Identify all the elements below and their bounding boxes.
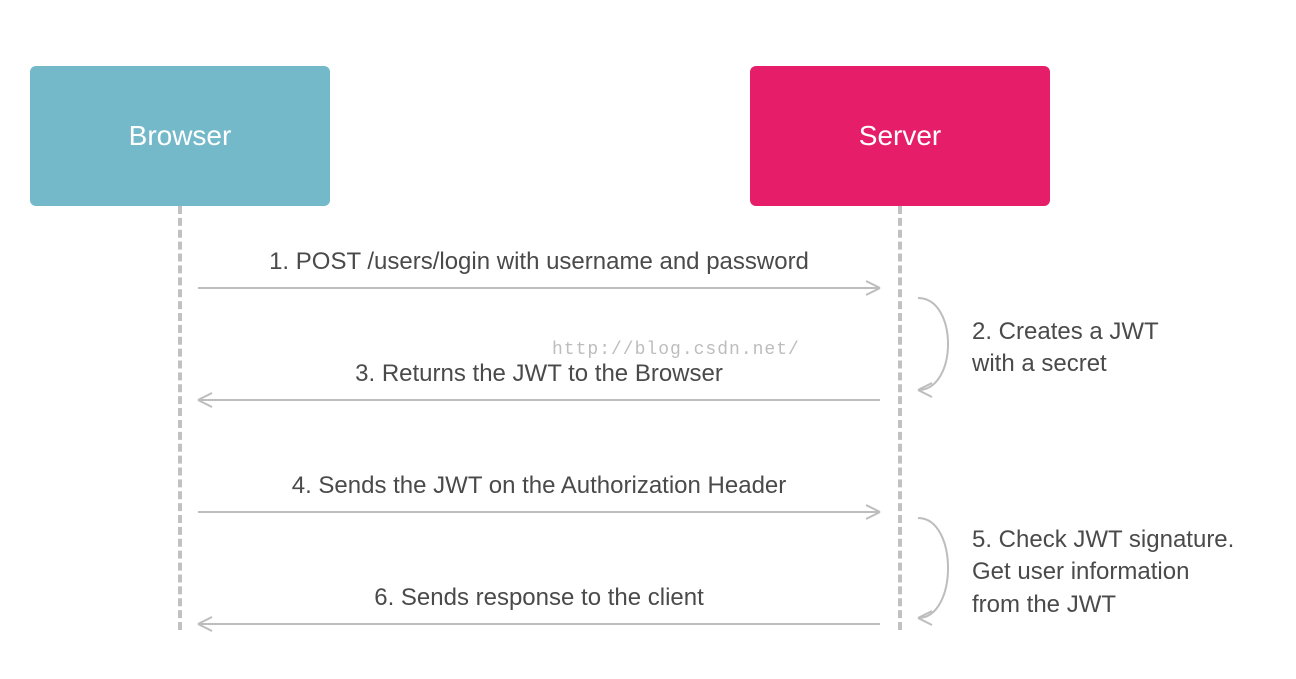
node-server-label: Server [859,120,941,152]
self-action-5-line3: from the JWT [972,591,1116,618]
self-action-5-line2: Get user information [972,558,1189,585]
node-browser-label: Browser [129,120,232,152]
self-action-2-line1: 2. Creates a JWT [972,318,1159,345]
message-6-label: 6. Sends response to the client [198,584,880,612]
node-browser: Browser [30,66,330,206]
self-action-5-line1: 5. Check JWT signature. [972,526,1234,553]
watermark-text: http://blog.csdn.net/ [552,340,800,360]
message-4-label: 4. Sends the JWT on the Authorization He… [198,472,880,500]
self-action-2-line2: with a secret [972,350,1107,377]
self-action-2-label: 2. Creates a JWT with a secret [972,316,1159,381]
lifeline-server [898,206,902,630]
self-action-5-label: 5. Check JWT signature. Get user informa… [972,524,1234,621]
lifeline-browser [178,206,182,630]
sequence-diagram: Browser Server http://blog.csdn.net/ 1. … [0,0,1296,679]
node-server: Server [750,66,1050,206]
message-3-label: 3. Returns the JWT to the Browser [198,360,880,388]
message-1-label: 1. POST /users/login with username and p… [198,248,880,276]
